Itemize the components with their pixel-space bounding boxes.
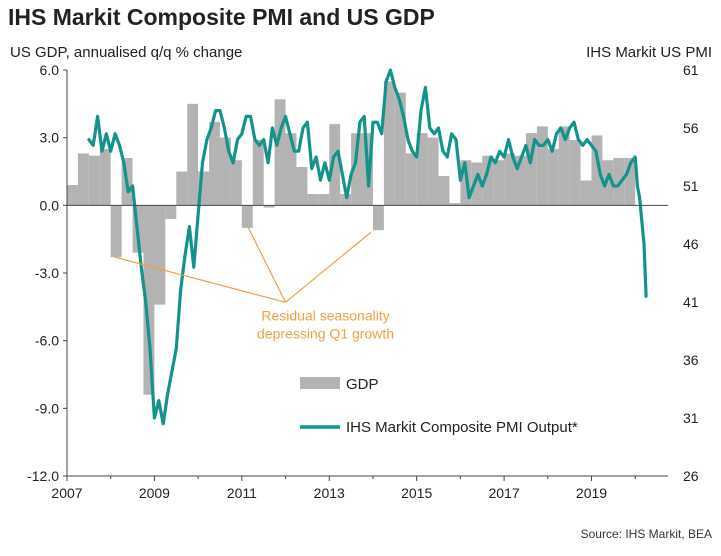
- gdp-bar: [67, 185, 78, 206]
- gdp-bar: [536, 126, 548, 206]
- gdp-bar: [285, 133, 297, 206]
- right-axis-label: IHS Markit US PMI: [586, 44, 712, 61]
- left-tick-label: 6.0: [40, 62, 60, 78]
- gdp-bar: [187, 103, 199, 206]
- chart-title: IHS Markit Composite PMI and US GDP: [8, 4, 435, 30]
- x-tick-label: 2009: [139, 485, 170, 501]
- gdp-bar: [296, 166, 308, 206]
- gdp-bar: [569, 139, 581, 206]
- gdp-bar: [482, 155, 494, 206]
- gdp-bar: [351, 133, 363, 206]
- gdp-bar: [198, 171, 210, 206]
- pmi-line: [87, 68, 648, 426]
- gdp-bar: [558, 126, 570, 206]
- gdp-bar: [274, 99, 286, 206]
- gdp-bar: [449, 203, 461, 206]
- gdp-bar: [591, 135, 603, 206]
- gdp-bar: [504, 153, 516, 206]
- annotation-leader: [285, 231, 372, 303]
- gdp-bar: [394, 92, 406, 206]
- annotation-leader: [247, 227, 287, 303]
- gdp-bar: [372, 205, 384, 231]
- gdp-bar: [383, 81, 395, 206]
- gdp-bar: [230, 160, 242, 206]
- right-tick-label: 36: [683, 352, 699, 368]
- source-note: Source: IHS Markit, BEA: [581, 527, 712, 541]
- annotation: Residual seasonality depressing Q1 growth: [114, 227, 394, 341]
- legend-gdp-swatch: [300, 377, 340, 389]
- gdp-bar: [88, 155, 100, 206]
- left-tick-label: 0.0: [40, 197, 60, 213]
- x-tick-label: 2007: [51, 485, 82, 501]
- annotation-line1: Residual seasonality: [261, 307, 389, 323]
- gdp-bar: [405, 153, 417, 206]
- gdp-bar: [515, 155, 526, 206]
- left-tick-label: -6.0: [35, 333, 59, 349]
- gdp-bar: [613, 157, 625, 206]
- right-tick-label: 51: [683, 178, 699, 194]
- gdp-bar: [154, 205, 166, 305]
- gdp-bar: [77, 153, 89, 206]
- gdp-bar: [547, 148, 559, 206]
- right-tick-label: 41: [683, 294, 699, 310]
- right-tick-label: 56: [683, 120, 699, 136]
- gdp-bar: [493, 160, 505, 206]
- gdp-bar: [110, 205, 122, 258]
- gdp-bar: [143, 205, 155, 395]
- annotation-line2: depressing Q1 growth: [257, 325, 394, 341]
- gdp-bar: [176, 171, 188, 206]
- gdp-bar: [471, 162, 483, 206]
- gdp-bar: [307, 194, 319, 206]
- gdp-bar: [416, 133, 428, 206]
- x-tick-label: 2011: [227, 485, 257, 501]
- gdp-bar: [602, 160, 614, 206]
- gdp-bar: [241, 205, 253, 228]
- gdp-bar: [99, 148, 111, 206]
- gdp-bar: [329, 124, 341, 206]
- legend-gdp-label: GDP: [346, 376, 379, 393]
- right-tick-label: 26: [683, 468, 699, 484]
- gdp-bar: [340, 194, 352, 206]
- legend-pmi-label: IHS Markit Composite PMI Output*: [346, 419, 578, 436]
- gdp-bar: [209, 121, 220, 206]
- right-tick-label: 61: [683, 62, 699, 78]
- gdp-bar: [525, 133, 537, 206]
- gdp-bar: [438, 176, 450, 206]
- x-tick-label: 2019: [576, 485, 607, 501]
- gdp-bar: [318, 194, 330, 206]
- pmi-line-group: [87, 68, 648, 426]
- annotation-leader: [114, 256, 286, 303]
- gdp-bar: [219, 137, 231, 206]
- left-tick-label: -9.0: [35, 400, 59, 416]
- left-tick-label: 3.0: [40, 130, 60, 146]
- legend: GDP IHS Markit Composite PMI Output*: [300, 376, 578, 436]
- left-axis-label: US GDP, annualised q/q % change: [10, 44, 242, 61]
- gdp-bar: [263, 205, 275, 208]
- gdp-bar: [252, 139, 264, 206]
- right-tick-label: 46: [683, 236, 699, 252]
- x-tick-label: 2017: [489, 485, 520, 501]
- gdp-bars: [67, 81, 636, 395]
- x-tick-label: 2013: [314, 485, 345, 501]
- axes: 6.0 3.0 0.0 -3.0 -6.0 -9.0 -12.0 61 56 51 46 41 36 31…: [27, 62, 699, 501]
- left-tick-label: -3.0: [35, 265, 59, 281]
- left-tick-label: -12.0: [27, 468, 59, 484]
- right-tick-label: 31: [683, 410, 699, 426]
- gdp-bar: [580, 180, 592, 206]
- gdp-bar: [165, 205, 177, 219]
- gdp-bar: [427, 137, 439, 206]
- x-tick-label: 2015: [401, 485, 432, 501]
- gdp-bar: [624, 157, 636, 206]
